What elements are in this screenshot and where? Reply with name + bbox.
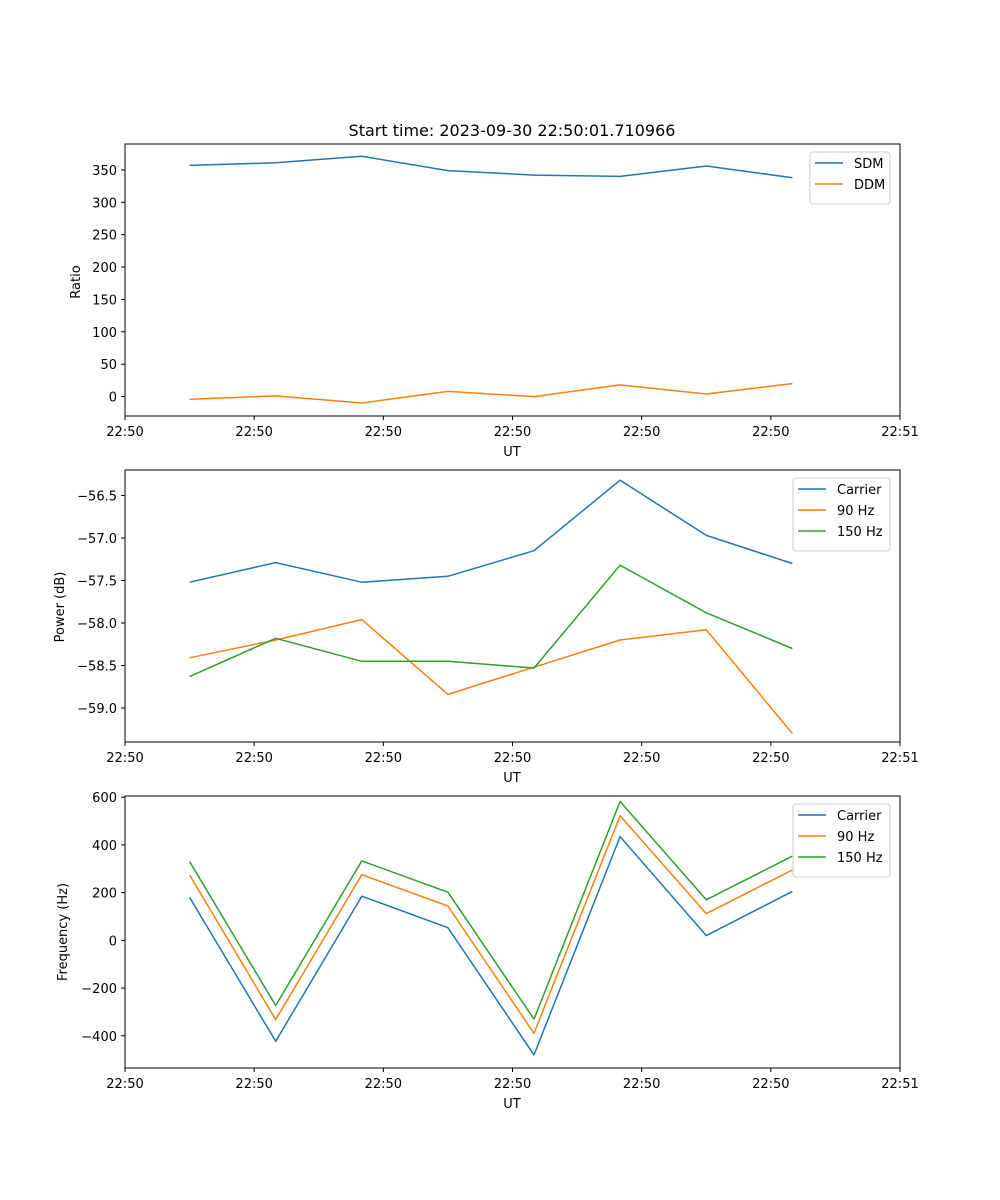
legend-label: Carrier <box>837 483 882 498</box>
y-tick-label: 600 <box>92 791 117 806</box>
power-panel: UT Power (dB) 22:50 22:50 22:50 22:50 22:50 2… <box>53 469 919 786</box>
x-tick-label: 22:50 <box>752 1077 789 1092</box>
x-tick-label: 22:50 <box>235 425 272 440</box>
y-tick-label: 100 <box>92 326 117 341</box>
legend-label: 90 Hz <box>837 830 874 845</box>
series-line-90-hz <box>188 815 793 1035</box>
series-line-carrier <box>188 835 793 1056</box>
y-tick-label: 0 <box>109 934 117 949</box>
x-tick-label: 22:50 <box>365 1077 402 1092</box>
legend-label: 90 Hz <box>837 504 874 519</box>
frequency-panel: UT Frequency (Hz) 22:50 22:50 22:50 22:50 22… <box>56 791 919 1112</box>
series-line-carrier <box>189 479 793 583</box>
chart-title: Start time: 2023-09-30 22:50:01.710966 <box>349 121 676 140</box>
x-tick-label: 22:51 <box>881 425 918 440</box>
y-tick-label: 400 <box>92 839 117 854</box>
x-tick-label: 22:50 <box>494 1077 531 1092</box>
series-line-90-hz <box>189 618 793 734</box>
x-tick-label: 22:50 <box>106 751 143 766</box>
x-tick-label: 22:50 <box>623 425 660 440</box>
legend-label: 150 Hz <box>837 851 883 866</box>
y-tick-label: 300 <box>92 196 117 211</box>
y-tick-label: −59.0 <box>77 702 117 717</box>
legend: Carrier 90 Hz 150 Hz <box>792 803 891 878</box>
x-tick-label: 22:50 <box>623 1077 660 1092</box>
x-axis-label: UT <box>503 771 521 786</box>
legend-label: DDM <box>854 178 885 193</box>
x-tick-label: 22:50 <box>365 751 402 766</box>
x-tick-label: 22:50 <box>106 1077 143 1092</box>
legend: SDM DDM <box>809 151 891 205</box>
y-tick-label: 200 <box>92 887 117 902</box>
x-tick-label: 22:50 <box>365 425 402 440</box>
y-tick-label: 150 <box>92 293 117 308</box>
y-tick-label: −400 <box>81 1030 117 1045</box>
y-tick-label: −200 <box>81 982 117 997</box>
x-tick-label: 22:51 <box>881 751 918 766</box>
x-tick-label: 22:50 <box>235 751 272 766</box>
y-tick-label: −58.0 <box>77 617 117 632</box>
y-tick-label: 200 <box>92 261 117 276</box>
x-tick-label: 22:50 <box>752 751 789 766</box>
legend-label: Carrier <box>837 809 882 824</box>
x-tick-label: 22:51 <box>881 1077 918 1092</box>
x-axis-label: UT <box>503 1097 521 1112</box>
x-tick-label: 22:50 <box>494 425 531 440</box>
y-tick-label: 0 <box>109 391 117 406</box>
y-tick-label: 250 <box>92 229 117 244</box>
x-tick-label: 22:50 <box>752 425 789 440</box>
x-axis-label: UT <box>503 445 521 460</box>
y-tick-label: −56.5 <box>77 490 117 505</box>
x-tick-label: 22:50 <box>106 425 143 440</box>
series-line-150-hz <box>189 564 793 678</box>
legend: Carrier 90 Hz 150 Hz <box>792 477 891 552</box>
legend-box <box>792 477 891 552</box>
series-line-150-hz <box>188 800 793 1020</box>
legend-label: 150 Hz <box>837 525 883 540</box>
legend-box <box>792 803 891 878</box>
y-tick-label: 350 <box>92 164 117 179</box>
x-tick-label: 22:50 <box>623 751 660 766</box>
x-tick-label: 22:50 <box>494 751 531 766</box>
y-axis-label: Frequency (Hz) <box>56 883 71 981</box>
x-tick-label: 22:50 <box>235 1077 272 1092</box>
y-tick-label: −57.5 <box>77 575 117 590</box>
y-tick-label: −57.0 <box>77 532 117 547</box>
y-tick-label: −58.5 <box>77 660 117 675</box>
series-line-ddm <box>189 382 793 404</box>
y-tick-label: 50 <box>100 358 117 373</box>
y-axis-label: Ratio <box>69 265 84 298</box>
legend-label: SDM <box>854 157 883 172</box>
ratio-panel: Start time: 2023-09-30 22:50:01.710966 U… <box>69 121 919 460</box>
series-line-sdm <box>189 155 793 179</box>
legend-box <box>809 151 891 205</box>
y-axis-label: Power (dB) <box>53 572 68 643</box>
